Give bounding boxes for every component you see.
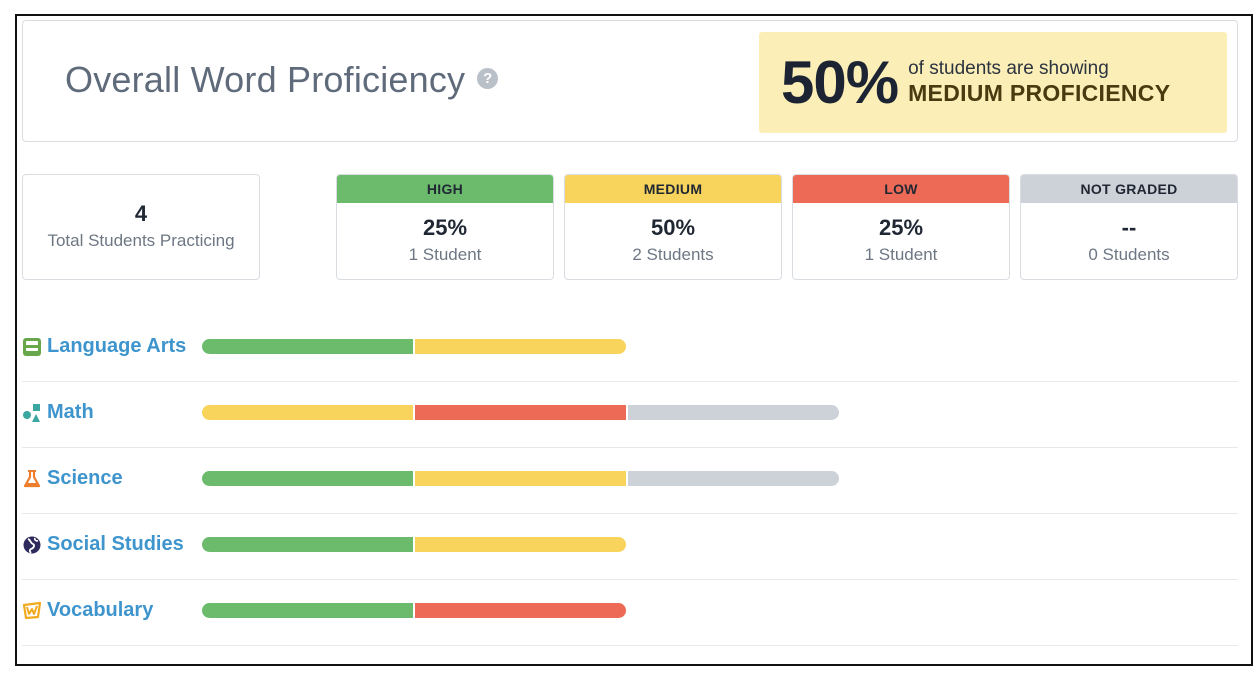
header-card: Overall Word Proficiency ? 50% of studen… bbox=[22, 20, 1238, 142]
proficiency-bar bbox=[202, 405, 839, 420]
proficiency-bar bbox=[202, 603, 626, 618]
bar-segment-high[interactable] bbox=[202, 603, 413, 618]
level-card-medium[interactable]: MEDIUM 50% 2 Students bbox=[564, 174, 782, 280]
bar-segment-low[interactable] bbox=[415, 603, 626, 618]
bar-segment-high[interactable] bbox=[202, 471, 413, 486]
subject-link-science[interactable]: Science bbox=[22, 467, 123, 490]
bar-segment-not-graded[interactable] bbox=[628, 471, 839, 486]
level-student-count: 1 Student bbox=[864, 245, 938, 264]
level-card-high[interactable]: HIGH 25% 1 Student bbox=[336, 174, 554, 280]
bar-segment-high[interactable] bbox=[202, 537, 413, 552]
subject-row-social-studies: Social Studies bbox=[22, 514, 1238, 580]
question-circle-icon[interactable]: ? bbox=[477, 67, 499, 89]
page-title: Overall Word Proficiency bbox=[65, 59, 466, 100]
page-title-row: Overall Word Proficiency ? bbox=[65, 59, 499, 101]
subject-link-language-arts[interactable]: Language Arts bbox=[22, 335, 186, 358]
subject-name: Science bbox=[47, 467, 123, 489]
total-students-card: 4 Total Students Practicing bbox=[22, 174, 260, 280]
shapes-icon bbox=[23, 403, 40, 422]
subject-row-vocabulary: Vocabulary bbox=[22, 580, 1238, 646]
w-badge-icon bbox=[22, 601, 42, 619]
level-percent: 50% bbox=[650, 215, 696, 240]
proficiency-bar bbox=[202, 471, 839, 486]
bar-segment-medium[interactable] bbox=[202, 405, 413, 420]
level-header: HIGH bbox=[337, 175, 553, 203]
summary-line1: of students are showing bbox=[908, 58, 1109, 80]
level-percent: -- bbox=[1121, 215, 1137, 240]
subject-row-language-arts: Language Arts bbox=[22, 316, 1238, 382]
summary-proficiency-level: MEDIUM PROFICIENCY bbox=[908, 80, 1171, 107]
level-percent: 25% bbox=[878, 215, 924, 240]
bar-segment-medium[interactable] bbox=[415, 471, 626, 486]
subject-name: Vocabulary bbox=[47, 599, 154, 621]
subject-name: Language Arts bbox=[47, 335, 187, 357]
proficiency-bar bbox=[202, 339, 626, 354]
level-header: MEDIUM bbox=[565, 175, 781, 203]
subject-link-math[interactable]: Math bbox=[22, 401, 94, 424]
level-student-count: 1 Student bbox=[408, 245, 482, 264]
summary-banner: 50% of students are showing MEDIUM PROFI… bbox=[759, 32, 1227, 133]
bar-segment-not-graded[interactable] bbox=[628, 405, 839, 420]
subject-row-math: Math bbox=[22, 382, 1238, 448]
subject-name: Social Studies bbox=[47, 533, 184, 555]
subject-name: Math bbox=[47, 401, 94, 423]
book-icon bbox=[23, 337, 41, 356]
level-percent: 25% bbox=[422, 215, 468, 240]
level-card-not-graded[interactable]: NOT GRADED -- 0 Students bbox=[1020, 174, 1238, 280]
level-header: NOT GRADED bbox=[1021, 175, 1237, 203]
bar-segment-medium[interactable] bbox=[415, 339, 626, 354]
bar-segment-medium[interactable] bbox=[415, 537, 626, 552]
bar-segment-high[interactable] bbox=[202, 339, 413, 354]
bar-segment-low[interactable] bbox=[415, 405, 626, 420]
level-card-low[interactable]: LOW 25% 1 Student bbox=[792, 174, 1010, 280]
globe-icon bbox=[23, 536, 41, 554]
summary-text: of students are showing MEDIUM PROFICIEN… bbox=[908, 58, 1170, 106]
total-students-label: Total Students Practicing bbox=[47, 231, 235, 250]
total-students-count: 4 bbox=[134, 201, 148, 226]
summary-percent: 50% bbox=[781, 48, 899, 116]
subject-link-social-studies[interactable]: Social Studies bbox=[22, 533, 184, 556]
flask-icon bbox=[23, 469, 41, 487]
proficiency-bar bbox=[202, 537, 626, 552]
level-student-count: 0 Students bbox=[1088, 245, 1170, 264]
subject-row-science: Science bbox=[22, 448, 1238, 514]
level-header: LOW bbox=[793, 175, 1009, 203]
subject-link-vocabulary[interactable]: Vocabulary bbox=[22, 599, 153, 622]
level-student-count: 2 Students bbox=[632, 245, 714, 264]
